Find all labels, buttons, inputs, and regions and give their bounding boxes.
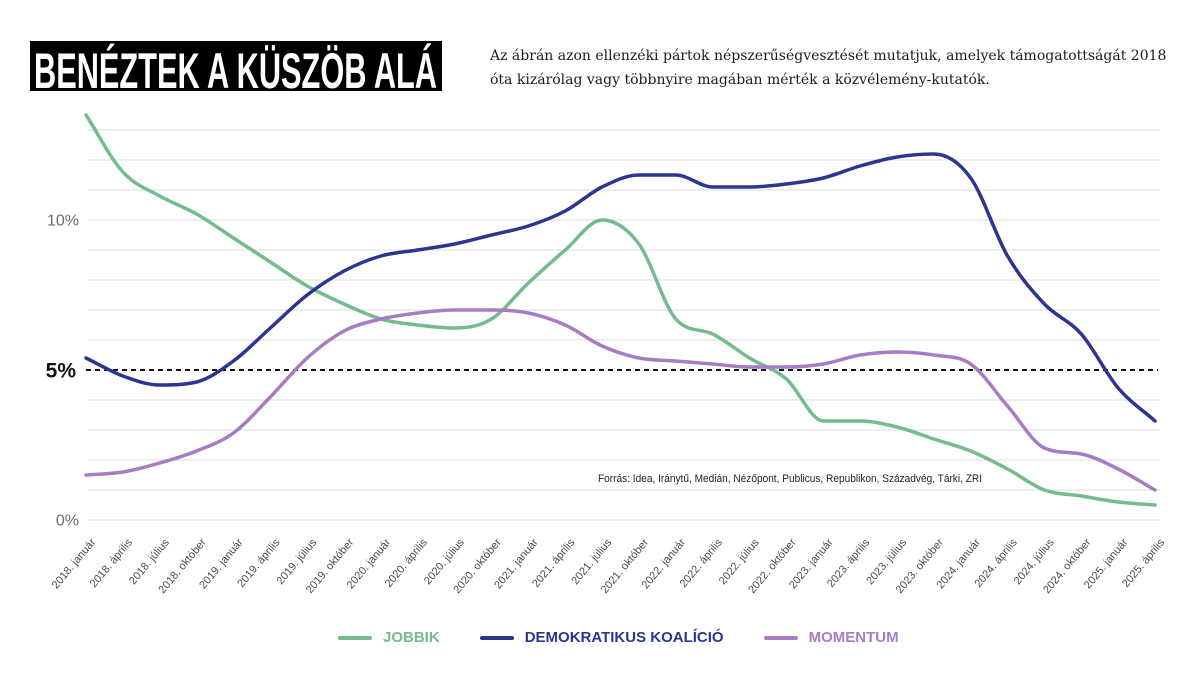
legend-swatch bbox=[479, 636, 514, 640]
legend-label: JOBBIK bbox=[383, 629, 440, 646]
y-tick-label: 5% bbox=[46, 359, 77, 382]
y-axis: 0% 5% 10% bbox=[46, 213, 79, 530]
chart-title-text: BENÉZTEK A KÜSZÖB ALÁ bbox=[34, 43, 437, 91]
legend-swatch bbox=[763, 636, 798, 640]
legend: JOBBIK DEMOKRATIKUS KOALÍCIÓ MOMENTUM bbox=[338, 627, 899, 649]
legend-item-momentum: MOMENTUM bbox=[763, 627, 899, 649]
chart-subtitle: Az ábrán azon ellenzéki pártok népszerűs… bbox=[490, 48, 1167, 88]
chart-title: BENÉZTEK A KÜSZÖB ALÁ bbox=[30, 41, 442, 91]
gridlines bbox=[86, 129, 1160, 521]
series-line-jobbik bbox=[84, 113, 1157, 507]
series-line-demokratikus-koalicio bbox=[84, 152, 1157, 423]
title-background bbox=[30, 41, 442, 91]
legend-item-jobbik: JOBBIK bbox=[338, 627, 440, 649]
y-tick-label: 0% bbox=[56, 513, 79, 530]
series-line-momentum bbox=[84, 308, 1157, 492]
legend-swatch bbox=[338, 636, 372, 640]
series-lines bbox=[84, 113, 1157, 507]
legend-item-demokratikus-koalicio: DEMOKRATIKUS KOALÍCIÓ bbox=[479, 627, 724, 649]
title-banner: BENÉZTEK A KÜSZÖB ALÁ bbox=[30, 41, 442, 91]
source-note: Forrás: Idea, Iránytű, Medián, Nézőpont,… bbox=[598, 473, 982, 485]
legend-label: MOMENTUM bbox=[808, 629, 899, 646]
legend-label: DEMOKRATIKUS KOALÍCIÓ bbox=[524, 629, 724, 646]
y-tick-label: 10% bbox=[47, 213, 79, 230]
